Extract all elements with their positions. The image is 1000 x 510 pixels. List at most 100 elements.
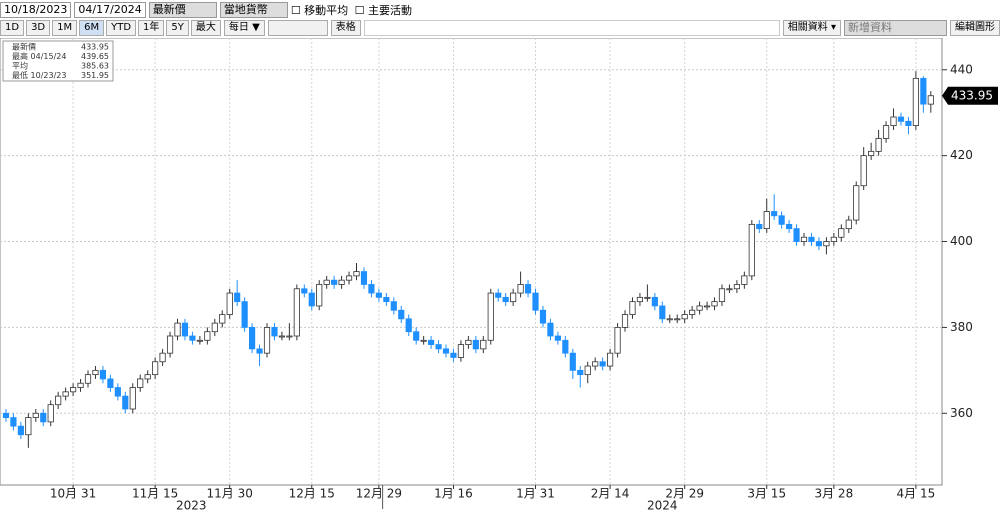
candle-body bbox=[241, 301, 248, 328]
candle-body bbox=[599, 361, 606, 367]
ma-label: 移動平均 bbox=[304, 3, 349, 17]
candle-body bbox=[174, 322, 181, 337]
candle-body bbox=[293, 288, 300, 337]
candle-body bbox=[860, 155, 867, 187]
candle-body bbox=[741, 275, 748, 285]
events-checkbox[interactable]: ☐ 主要活動 bbox=[351, 3, 413, 17]
candle-body bbox=[607, 352, 614, 367]
candle-body bbox=[711, 301, 718, 307]
candle-body bbox=[25, 417, 32, 436]
candle-body bbox=[323, 279, 330, 285]
x-tick-label: 2月 14 bbox=[591, 487, 630, 501]
legend-frame bbox=[2, 40, 114, 82]
candle-body bbox=[107, 378, 114, 388]
edit-chart-button[interactable]: 編輯圖形 bbox=[950, 19, 1000, 36]
candle-body bbox=[815, 241, 823, 247]
candle-body bbox=[70, 387, 77, 393]
field-select[interactable]: 最新價 bbox=[148, 1, 217, 18]
candle-body bbox=[413, 331, 420, 341]
candle-body bbox=[55, 395, 62, 406]
period-button[interactable]: 6M bbox=[79, 19, 105, 36]
candle-body bbox=[159, 352, 166, 363]
candle-body bbox=[621, 314, 629, 328]
y-tick-label: 420 bbox=[950, 148, 973, 162]
candle-body bbox=[733, 284, 740, 290]
start-date[interactable]: 10/18/2023 bbox=[0, 1, 72, 18]
candle-body bbox=[62, 391, 69, 397]
candle-body bbox=[771, 211, 778, 217]
candle-body bbox=[271, 327, 278, 337]
search-field[interactable] bbox=[363, 19, 780, 36]
candle-body bbox=[368, 284, 375, 294]
candle-body bbox=[584, 365, 591, 376]
x-tick-label: 3月 15 bbox=[747, 487, 786, 501]
legend-value: 439.65 bbox=[81, 52, 109, 61]
candle-body bbox=[405, 318, 412, 333]
candle-body bbox=[211, 322, 218, 333]
period-button[interactable]: 5Y bbox=[166, 19, 189, 36]
year-label: 2023 bbox=[176, 499, 207, 510]
candle-body bbox=[868, 150, 875, 157]
candle-body bbox=[345, 275, 353, 281]
period-button[interactable]: 1年 bbox=[138, 19, 165, 36]
candle-body bbox=[84, 374, 92, 384]
legend-label: 最高 04/15/24 bbox=[12, 51, 66, 61]
candle-body bbox=[592, 361, 599, 367]
candle-body bbox=[674, 318, 681, 321]
frequency-select[interactable]: 每日 ▼ bbox=[223, 19, 265, 36]
candle-body bbox=[435, 344, 442, 350]
end-date[interactable]: 04/17/2024 bbox=[74, 1, 146, 18]
candle-body bbox=[219, 314, 226, 324]
candle-body bbox=[189, 335, 196, 341]
candle-body bbox=[457, 344, 465, 358]
candle-body bbox=[502, 296, 509, 303]
period-button[interactable]: YTD bbox=[106, 19, 137, 36]
candle-body bbox=[532, 292, 539, 311]
candle-body bbox=[40, 412, 47, 423]
legend-label: 最新價 bbox=[12, 42, 36, 52]
candle-body bbox=[614, 327, 621, 354]
candle-body bbox=[696, 305, 703, 311]
table-button[interactable]: 表格 bbox=[330, 19, 361, 36]
candle-body bbox=[32, 412, 39, 418]
tool-blank[interactable] bbox=[267, 19, 328, 36]
candle-body bbox=[383, 296, 390, 303]
period-button[interactable]: 3D bbox=[26, 19, 51, 36]
candle-body bbox=[763, 211, 770, 230]
x-tick-label: 12月 29 bbox=[356, 487, 402, 501]
related-button[interactable]: 相關資料 ▾ bbox=[782, 19, 841, 36]
candle-body bbox=[472, 339, 479, 350]
add-data-field[interactable]: 新增資料 bbox=[844, 19, 947, 36]
plot-frame bbox=[0, 38, 943, 486]
y-tick-label: 440 bbox=[950, 62, 973, 76]
x-tick-label: 1月 31 bbox=[516, 487, 555, 501]
candle-body bbox=[420, 339, 427, 342]
candle-body bbox=[166, 335, 174, 354]
candle-body bbox=[17, 425, 24, 436]
candle-body bbox=[681, 314, 688, 320]
candle-body bbox=[539, 309, 547, 324]
x-tick-label: 10月 31 bbox=[50, 487, 96, 501]
toolbar-bottom: 1D 3D 1M 6M YTD 1年 5Y 最大 每日 ▼ 表格 相關資料 ▾ 新增資料 編輯… bbox=[0, 19, 1000, 36]
candle-body bbox=[263, 327, 271, 354]
x-tick-label: 11月 15 bbox=[132, 487, 178, 501]
candle-body bbox=[786, 223, 793, 230]
period-button[interactable]: 1D bbox=[0, 19, 25, 36]
y-tick-label: 380 bbox=[950, 320, 973, 334]
candle-body bbox=[793, 228, 800, 242]
legend-label: 平均 bbox=[12, 61, 28, 71]
candle-body bbox=[823, 241, 830, 247]
legend-label: 最低 10/23/23 bbox=[12, 70, 66, 80]
candle-body bbox=[390, 301, 397, 311]
ma-checkbox[interactable]: ☐ 移動平均 bbox=[290, 3, 349, 17]
period-button[interactable]: 1M bbox=[52, 19, 78, 36]
last-price-label: 433.95 bbox=[951, 88, 993, 102]
candle-body bbox=[853, 185, 860, 221]
candle-body bbox=[278, 335, 286, 338]
currency-select[interactable]: 當地貨幣 bbox=[219, 1, 288, 18]
period-button[interactable]: 最大 bbox=[190, 19, 221, 36]
candle-body bbox=[286, 335, 293, 338]
candle-body bbox=[301, 288, 308, 294]
candle-body bbox=[480, 339, 487, 350]
